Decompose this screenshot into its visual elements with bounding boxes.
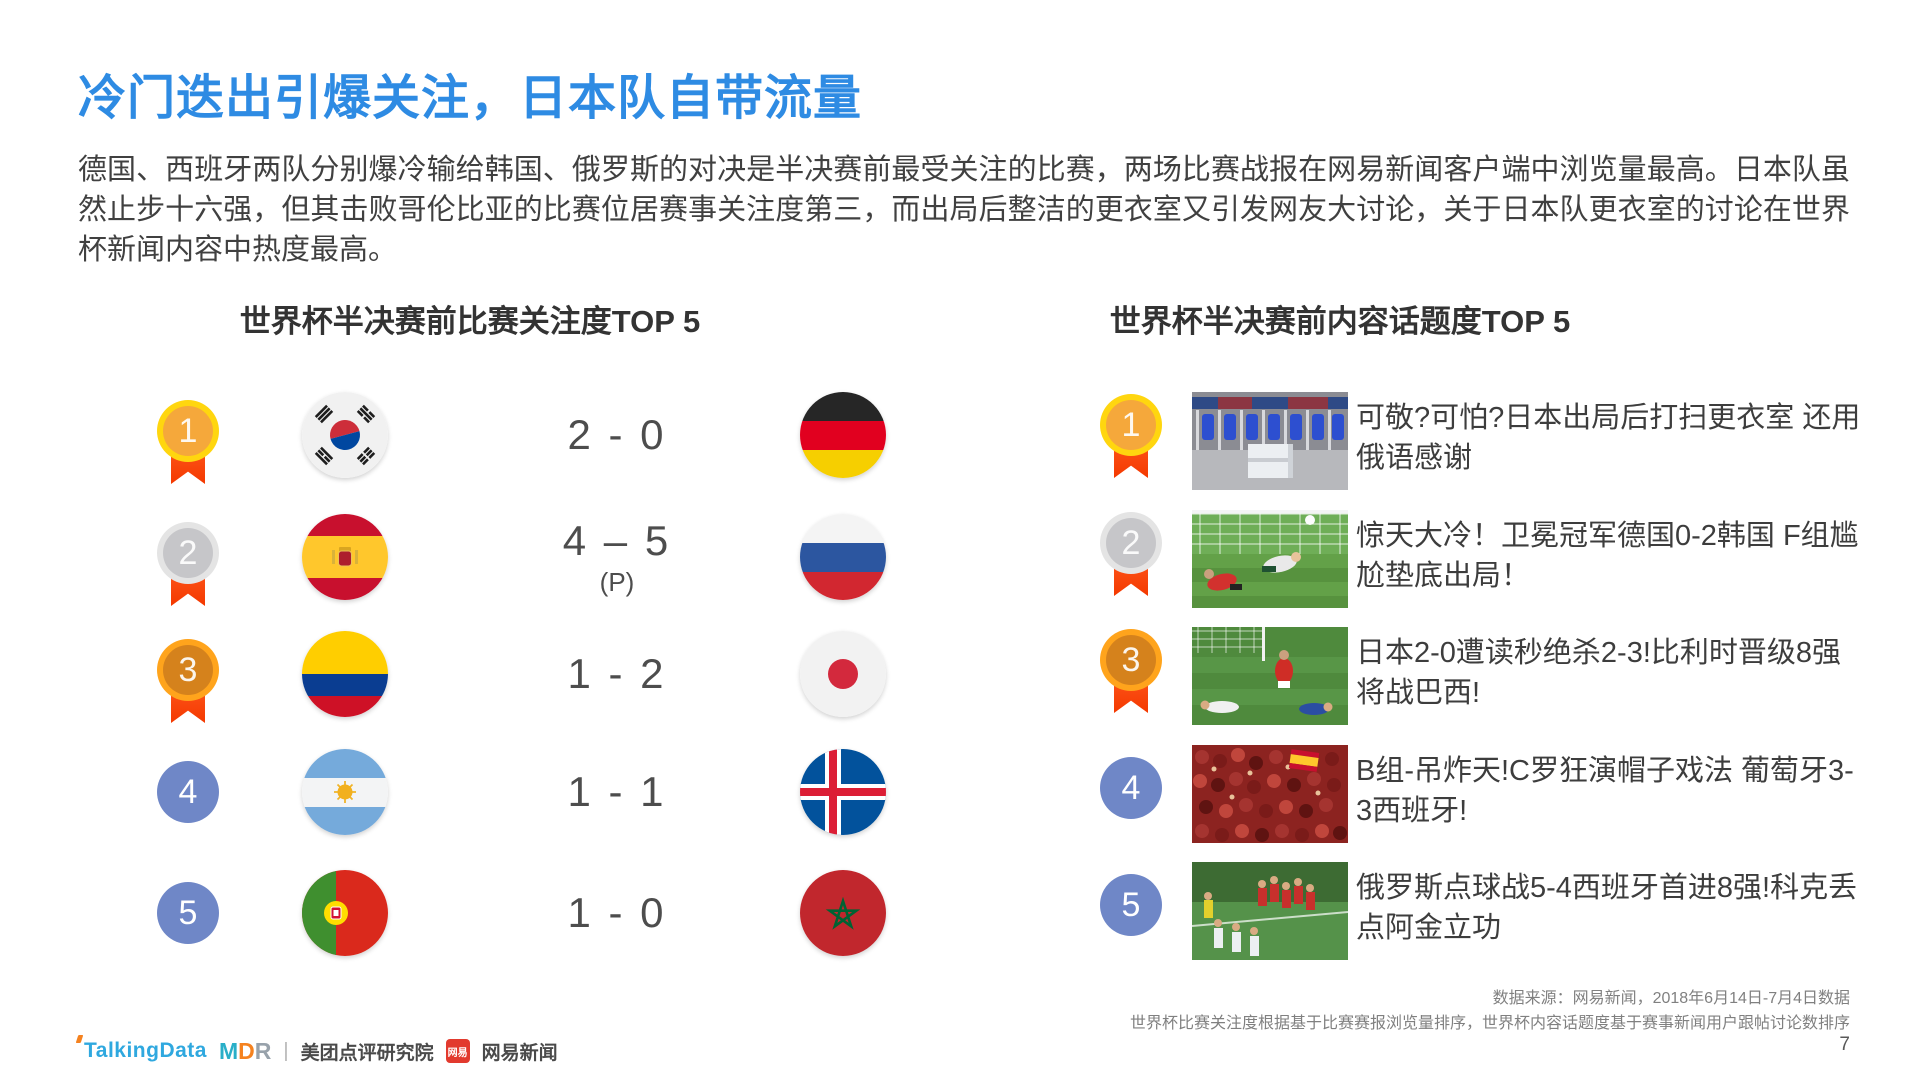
flag-spain-icon xyxy=(302,514,388,600)
germany-korea-goal-photo xyxy=(1192,510,1348,608)
gold-medal-icon: 1 xyxy=(1100,394,1162,490)
rank-number: 2 xyxy=(178,533,198,572)
flag-germany-icon xyxy=(800,392,886,478)
footer-logos: TalkingData MDR | 美团点评研究院 网易 网易新闻 xyxy=(75,1035,558,1066)
portugal-spain-fans-photo xyxy=(1192,745,1348,843)
rank-circle: 5 xyxy=(1100,874,1162,936)
list-item: 4 B组-吊炸天!C罗狂演帽子戏法 葡萄牙3-3西班牙! xyxy=(1100,745,1880,845)
page-number: 7 xyxy=(1839,1034,1850,1055)
mdr-logo: MDR xyxy=(218,1037,272,1064)
japan-belgium-pitch-photo xyxy=(1192,627,1348,725)
list-item: 3 日本2-0遭读秒绝杀2-3!比利时晋级8强将战巴西! xyxy=(1100,627,1880,727)
news-headline: 惊天大冷！卫冕冠军德国0-2韩国 F组尴尬垫底出局！ xyxy=(1356,520,1859,592)
silver-medal-icon: 2 xyxy=(1100,512,1162,608)
rank-number: 1 xyxy=(178,411,198,450)
match-score: 2 - 0 xyxy=(567,411,667,458)
data-source-note: 数据来源：网易新闻，2018年6月14日-7月4日数据 世界杯比赛关注度根据基于… xyxy=(1130,986,1850,1036)
table-row: 4 1 - 1 xyxy=(150,749,890,849)
rank-number: 2 xyxy=(1121,523,1141,562)
match-score: 1 - 0 xyxy=(567,889,667,936)
table-row: 2 4 – 5 (P) xyxy=(150,514,890,614)
data-source-line1: 数据来源：网易新闻，2018年6月14日-7月4日数据 xyxy=(1492,990,1850,1007)
talkingdata-logo: TalkingData xyxy=(75,1035,207,1063)
logo-divider: | xyxy=(283,1039,289,1062)
talkingdata-tick-icon xyxy=(75,1035,84,1043)
rank-number: 3 xyxy=(178,650,198,689)
news-headline: 可敬?可怕?日本出局后打扫更衣室 还用俄语感谢 xyxy=(1356,402,1861,474)
flag-portugal-icon xyxy=(302,870,388,956)
news-headline: 俄罗斯点球战5-4西班牙首进8强!科克丢点阿金立功 xyxy=(1356,872,1858,944)
flag-south-korea-icon xyxy=(302,392,388,478)
summary-paragraph: 德国、西班牙两队分别爆冷输给韩国、俄罗斯的对决是半决赛前最受关注的比赛，两场比赛… xyxy=(78,154,1850,266)
rank-circle: 4 xyxy=(157,761,219,823)
flag-iceland-icon xyxy=(800,749,886,835)
bronze-medal-icon: 3 xyxy=(1100,629,1162,725)
rank-circle: 5 xyxy=(157,882,219,944)
right-ranking-title: 世界杯半决赛前内容话题度TOP 5 xyxy=(1109,304,1571,339)
match-attention-ranking: 1 2 - 0 xyxy=(150,392,890,992)
flag-argentina-icon xyxy=(302,749,388,835)
list-item: 1 可敬?可怕?日本出局后打扫更衣室 还用俄语感谢 xyxy=(1100,392,1880,492)
list-item: 5 俄罗斯点球战5-4西班牙首进8强!科克丢点阿金立功 xyxy=(1100,862,1880,962)
gold-medal-icon: 1 xyxy=(157,400,219,496)
flag-colombia-icon xyxy=(302,631,388,717)
news-headline: 日本2-0遭读秒绝杀2-3!比利时晋级8强将战巴西! xyxy=(1356,637,1842,709)
table-row: 1 2 - 0 xyxy=(150,392,890,492)
page-title: 冷门迭出引爆关注，日本队自带流量 xyxy=(78,72,863,125)
rank-circle: 4 xyxy=(1100,757,1162,819)
japan-locker-room-photo xyxy=(1192,392,1348,490)
content-topic-ranking: 1 可敬?可怕?日本出局后打扫更衣室 还用俄语感谢 2 xyxy=(1100,392,1880,992)
russia-spain-penalty-photo xyxy=(1192,862,1348,960)
netease-badge-icon: 网易 xyxy=(445,1039,470,1063)
rank-number: 1 xyxy=(1121,405,1141,444)
list-item: 2 惊天大冷！卫冕冠军德国0-2韩国 F组尴尬垫底出局！ xyxy=(1100,510,1880,610)
flag-morocco-icon xyxy=(800,870,886,956)
bronze-medal-icon: 3 xyxy=(157,639,219,735)
table-row: 5 1 - 0 xyxy=(150,870,890,970)
flag-russia-icon xyxy=(800,514,886,600)
silver-medal-icon: 2 xyxy=(157,522,219,618)
match-score: 1 - 2 xyxy=(567,650,667,697)
news-headline: B组-吊炸天!C罗狂演帽子戏法 葡萄牙3-3西班牙! xyxy=(1356,755,1854,827)
match-score: 1 - 1 xyxy=(567,768,667,815)
meituan-dianping-institute-logo: 美团点评研究院 xyxy=(300,1042,434,1064)
data-source-line2: 世界杯比赛关注度根据基于比赛赛报浏览量排序，世界杯内容话题度基于赛事新闻用户跟帖… xyxy=(1129,1015,1850,1032)
penalty-note: (P) xyxy=(599,566,635,597)
rank-number: 3 xyxy=(1121,640,1141,679)
table-row: 3 1 - 2 xyxy=(150,631,890,731)
left-ranking-title: 世界杯半决赛前比赛关注度TOP 5 xyxy=(239,304,701,339)
match-score: 4 – 5 (P) xyxy=(562,516,672,597)
netease-news-logo: 网易新闻 xyxy=(481,1042,558,1064)
flag-japan-icon xyxy=(800,631,886,717)
